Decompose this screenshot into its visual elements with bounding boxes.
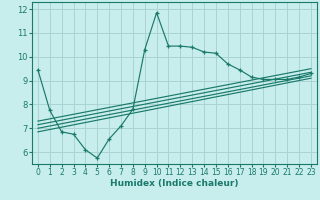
X-axis label: Humidex (Indice chaleur): Humidex (Indice chaleur) bbox=[110, 179, 239, 188]
